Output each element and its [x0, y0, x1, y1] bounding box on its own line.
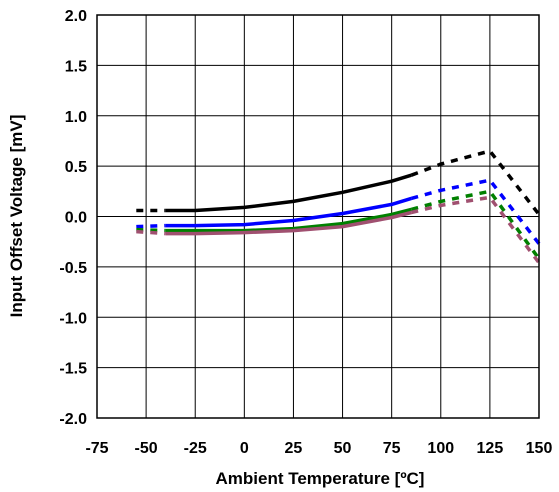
x-tick-label: 150	[526, 440, 553, 457]
series-line-dashed-low	[136, 223, 166, 229]
y-tick-label: -0.5	[59, 260, 87, 277]
y-axis-label: Input Offset Voltage [mV]	[7, 115, 26, 318]
y-tick-label: 1.5	[65, 58, 87, 75]
x-tick-label: 125	[477, 440, 504, 457]
y-tick-label: -1.0	[59, 310, 87, 327]
x-tick-label: 25	[285, 440, 303, 457]
series-line-dashed-low	[136, 227, 166, 233]
x-tick-labels: -75 -50 -25 0 25 50 75 100 125 150	[85, 440, 552, 457]
series-line-solid	[165, 196, 412, 228]
y-tick-label: 2.0	[65, 8, 87, 25]
series-line-dashed-low	[136, 229, 166, 236]
y-tick-label: 0.0	[65, 210, 87, 227]
y-tick-label: -2.0	[59, 411, 87, 428]
y-tick-label: -1.5	[59, 361, 87, 378]
series-line-solid	[165, 173, 412, 213]
series-line-dashed-high	[410, 189, 541, 260]
series-line-dashed-high	[410, 178, 541, 245]
x-tick-label: -25	[184, 440, 207, 457]
series-line-dashed-high	[410, 195, 541, 264]
x-tick-label: 0	[240, 440, 249, 457]
y-tick-label: 0.5	[65, 159, 87, 176]
x-axis-label: Ambient Temperature [ºC]	[216, 469, 425, 488]
y-tick-label: 1.0	[65, 109, 87, 126]
x-tick-label: 100	[427, 440, 454, 457]
series-line-solid	[165, 210, 412, 236]
series-line-dashed-high	[410, 149, 541, 216]
x-tick-label: 75	[383, 440, 401, 457]
y-tick-labels: 2.0 1.5 1.0 0.5 0.0 -0.5 -1.0 -1.5 -2.0	[59, 8, 87, 428]
series-line-solid	[165, 207, 412, 233]
plot-frame	[96, 14, 540, 419]
x-tick-label: -75	[85, 440, 108, 457]
x-tick-label: -50	[135, 440, 158, 457]
series-group	[136, 149, 541, 264]
plot-border	[96, 14, 540, 419]
x-tick-label: 50	[334, 440, 352, 457]
